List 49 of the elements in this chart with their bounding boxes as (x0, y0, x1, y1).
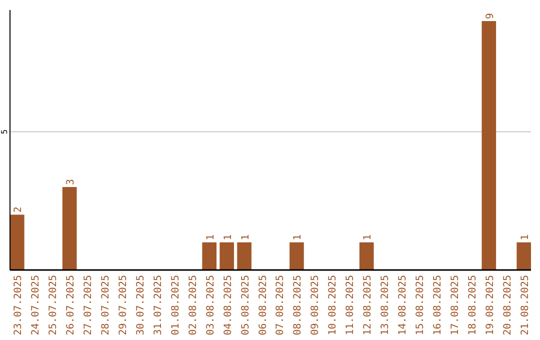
data-label: 1 (362, 234, 374, 240)
x-tick-label: 21.08.2025 (520, 275, 531, 336)
bar (202, 242, 217, 270)
x-tick-label: 10.08.2025 (328, 275, 339, 336)
x-tick-label: 02.08.2025 (188, 275, 199, 336)
data-label: 3 (66, 178, 77, 186)
x-tick-label: 07.08.2025 (275, 275, 286, 336)
x-tick-label: 13.08.2025 (380, 275, 392, 336)
x-tick-label: 03.08.2025 (205, 275, 216, 336)
x-tick-label: 25.07.2025 (48, 275, 60, 336)
x-tick-label: 18.08.2025 (467, 275, 478, 336)
x-tick-label: 23.07.2025 (13, 275, 24, 336)
data-label: 2 (13, 206, 24, 213)
x-tick-label: 05.08.2025 (240, 275, 252, 336)
bar (359, 242, 374, 270)
x-tick-label: 30.07.2025 (135, 275, 146, 336)
bar (482, 21, 496, 270)
x-tick-label: 16.08.2025 (432, 275, 444, 336)
bar (290, 242, 304, 270)
x-tick-label: 11.08.2025 (345, 275, 356, 336)
x-tick-label: 24.07.2025 (30, 275, 42, 336)
x-tick-label: 31.07.2025 (152, 275, 164, 336)
data-label: 1 (520, 234, 531, 240)
x-tick-label: 14.08.2025 (398, 275, 409, 336)
x-tick-label: 15.08.2025 (415, 275, 426, 336)
x-tick-label: 27.07.2025 (83, 275, 94, 336)
x-tick-label: 20.08.2025 (502, 275, 514, 336)
data-label: 9 (484, 13, 496, 20)
x-tick-label: 04.08.2025 (222, 275, 234, 336)
bar (516, 242, 531, 270)
bar (237, 242, 252, 270)
x-tick-label: 19.08.2025 (484, 275, 496, 336)
data-label: 1 (205, 234, 216, 240)
x-tick-label: 09.08.2025 (310, 275, 322, 336)
x-tick-label: 06.08.2025 (258, 275, 269, 336)
x-tick-label: 29.07.2025 (118, 275, 129, 336)
x-tick-label: 26.07.2025 (66, 275, 77, 336)
data-label: 1 (240, 234, 252, 240)
bar (62, 187, 77, 270)
data-label: 1 (292, 234, 304, 240)
data-label: 1 (222, 234, 234, 240)
x-tick-label: 28.07.2025 (100, 275, 112, 336)
y-tick-label: 5 (0, 129, 9, 134)
x-tick-label: 12.08.2025 (362, 275, 374, 336)
bar (10, 214, 24, 270)
x-tick-label: 17.08.2025 (450, 275, 461, 336)
bar (220, 242, 234, 270)
x-tick-label: 01.08.2025 (170, 275, 182, 336)
x-tick-label: 08.08.2025 (292, 275, 304, 336)
